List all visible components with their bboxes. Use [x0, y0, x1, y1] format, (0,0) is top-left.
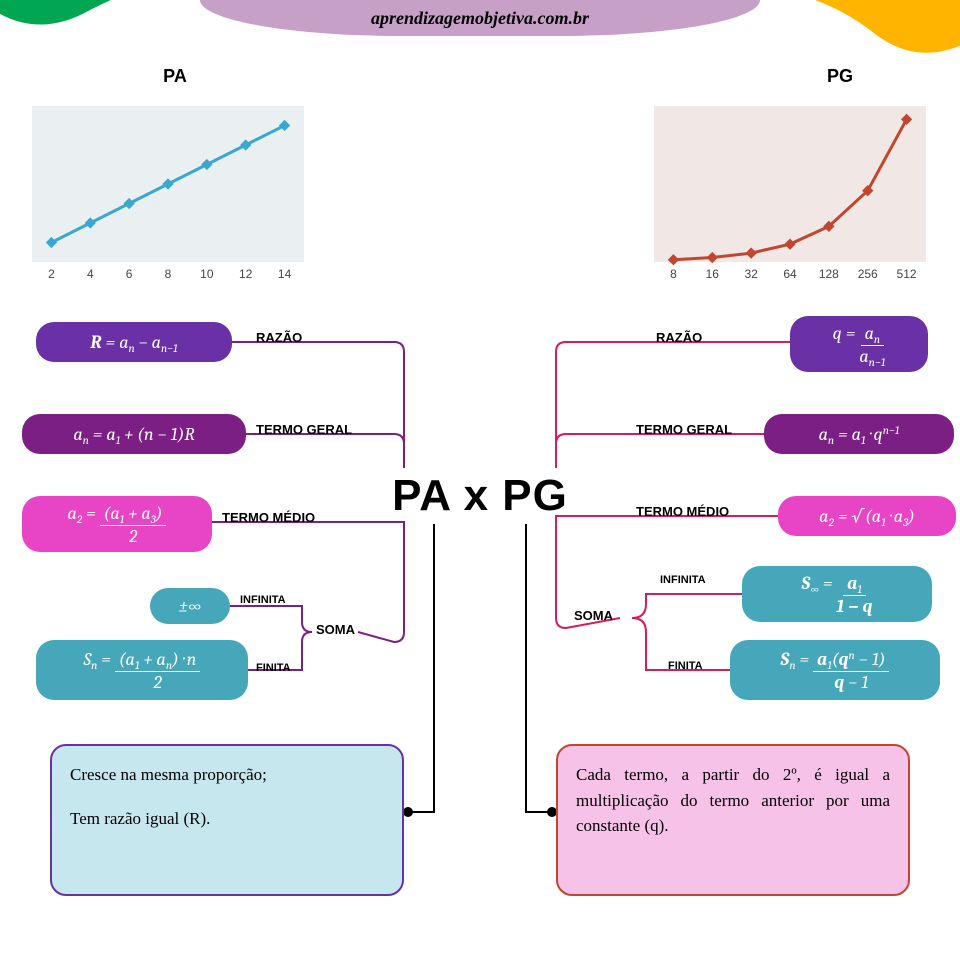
formula-text: Sn = (a1 + an) · n2 [84, 649, 201, 692]
pa-note-line2: Tem razão igual (R). [70, 806, 384, 832]
site-url: aprendizagemobjetiva.com.br [200, 0, 760, 36]
center-title: PA x PG [392, 471, 568, 521]
svg-text:10: 10 [200, 267, 214, 281]
pg-note-text: Cada termo, a partir do 2º, é igual a mu… [576, 762, 890, 839]
pa-termo-medio-label: TERMO MÉDIO [222, 510, 315, 525]
pg-termo-geral-pill: an = a1 · qn−1 [764, 414, 954, 454]
pa-razao-pill: R = an − an−1 [36, 322, 232, 362]
pg-title: PG [780, 66, 900, 87]
formula-text: S∞ = a11 − q [802, 573, 873, 616]
formula-text: a2 = (a1 + a3)2 [68, 503, 167, 546]
pa-razao-label: RAZÃO [256, 330, 302, 345]
pa-soma-label: SOMA [316, 622, 355, 637]
svg-text:4: 4 [87, 267, 94, 281]
pa-chart: 2 4 6 8 10 12 14 [14, 98, 324, 293]
pg-soma-inf-pill: S∞ = a11 − q [742, 566, 932, 622]
pa-termo-geral-pill: an = a1 + (n − 1)R [22, 414, 246, 454]
pg-soma-label: SOMA [574, 608, 613, 623]
pa-title: PA [115, 66, 235, 87]
pa-note-line1: Cresce na mesma proporção; [70, 762, 384, 788]
pg-soma-inf-label: INFINITA [660, 574, 706, 586]
formula-text: R = an − an−1 [90, 332, 177, 353]
pg-soma-fin-label: FINITA [668, 660, 703, 672]
pg-termo-geral-label: TERMO GERAL [636, 422, 732, 437]
formula-text: a2 = √(a1 · a3) [819, 506, 915, 527]
formula-text: an = a1 + (n − 1)R [73, 424, 194, 445]
svg-text:16: 16 [706, 267, 720, 281]
svg-text:2: 2 [48, 267, 55, 281]
blob-green [0, 0, 160, 70]
svg-text:6: 6 [126, 267, 133, 281]
formula-text: ±∞ [179, 596, 201, 617]
pg-razao-label: RAZÃO [656, 330, 702, 345]
pg-termo-medio-pill: a2 = √(a1 · a3) [778, 496, 956, 536]
pa-termo-geral-label: TERMO GERAL [256, 422, 352, 437]
svg-text:128: 128 [819, 267, 839, 281]
pg-soma-fin-pill: Sn = a1(qn − 1)q − 1 [730, 640, 940, 700]
svg-text:256: 256 [858, 267, 878, 281]
svg-text:14: 14 [278, 267, 292, 281]
svg-text:32: 32 [744, 267, 758, 281]
pg-razao-pill: q = anan−1 [790, 316, 928, 372]
formula-text: q = anan−1 [833, 323, 886, 366]
svg-text:12: 12 [239, 267, 253, 281]
pa-note-box: Cresce na mesma proporção; Tem razão igu… [50, 744, 404, 896]
top-banner: aprendizagemobjetiva.com.br [0, 0, 960, 48]
pa-termo-medio-pill: a2 = (a1 + a3)2 [22, 496, 212, 552]
pg-note-box: Cada termo, a partir do 2º, é igual a mu… [556, 744, 910, 896]
formula-text: an = a1 · qn−1 [819, 424, 900, 445]
pg-chart: 8 16 32 64 128 256 512 [636, 98, 946, 293]
pa-soma-fin-label: FINITA [256, 662, 291, 674]
svg-text:64: 64 [783, 267, 797, 281]
svg-text:512: 512 [897, 267, 917, 281]
formula-text: Sn = a1(qn − 1)q − 1 [781, 649, 890, 692]
svg-text:8: 8 [165, 267, 172, 281]
pa-soma-fin-pill: Sn = (a1 + an) · n2 [36, 640, 248, 700]
pa-soma-inf-label: INFINITA [240, 594, 286, 606]
pa-soma-inf-pill: ±∞ [150, 588, 230, 624]
pg-termo-medio-label: TERMO MÉDIO [636, 504, 729, 519]
svg-text:8: 8 [670, 267, 677, 281]
